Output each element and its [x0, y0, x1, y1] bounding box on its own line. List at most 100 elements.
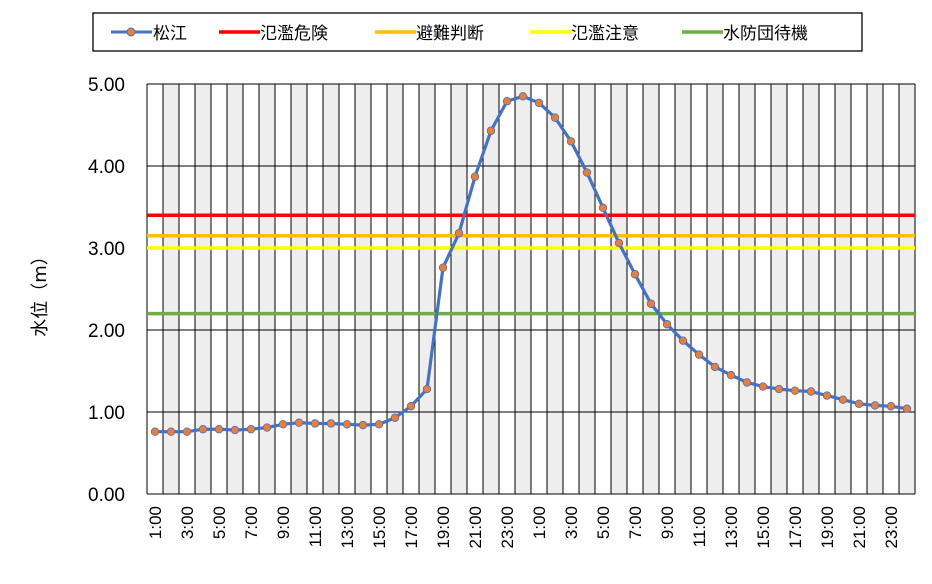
plot-band: [803, 84, 819, 494]
data-point: [854, 399, 864, 408]
x-tick-label: 17:00: [786, 506, 805, 549]
data-point: [790, 386, 800, 395]
x-tick-label: 3:00: [562, 506, 581, 539]
data-point: [342, 420, 352, 429]
x-tick-label: 19:00: [434, 506, 453, 549]
data-point: [678, 336, 688, 345]
y-tick-label: 0.00: [88, 485, 125, 506]
x-tick-label: 23:00: [498, 506, 517, 549]
x-tick-label: 9:00: [658, 506, 677, 539]
y-axis-label: 水位（m）: [30, 247, 51, 337]
legend-series-label: 松江: [153, 24, 187, 44]
legend-item-evacuation: 避難判断: [375, 24, 484, 44]
y-tick-label: 5.00: [88, 75, 125, 96]
data-point: [582, 168, 592, 177]
x-tick-label: 21:00: [466, 506, 485, 549]
data-point: [470, 172, 480, 181]
data-point: [182, 427, 192, 436]
data-point: [358, 420, 368, 430]
x-tick-label: 5:00: [210, 506, 229, 539]
data-point: [566, 137, 576, 146]
plot-band: [259, 84, 275, 494]
y-tick-label: 1.00: [88, 403, 125, 424]
data-point: [438, 263, 448, 272]
x-tick-label: 23:00: [882, 506, 901, 549]
plot-area: 0.00 1.00 2.00 3.00 4.00 5.00 1:00 3:00 5:00 7:00…: [88, 75, 916, 549]
y-tick-label: 3.00: [88, 239, 125, 260]
data-point: [326, 419, 336, 428]
data-point: [262, 423, 272, 432]
data-point: [630, 270, 640, 279]
data-point: [406, 402, 416, 411]
data-point: [550, 113, 560, 122]
data-point: [166, 427, 176, 436]
plot-band: [611, 84, 627, 494]
plot-band: [899, 84, 915, 494]
plot-band: [195, 84, 211, 494]
x-tick-label: 13:00: [722, 506, 741, 549]
y-tick-label: 4.00: [88, 157, 125, 178]
data-point: [646, 299, 656, 308]
data-point: [806, 387, 816, 396]
data-point: [246, 425, 256, 434]
plot-band: [227, 84, 243, 494]
plot-band: [515, 84, 531, 494]
legend-item-danger: 氾濫危険: [219, 24, 328, 44]
x-tick-label: 11:00: [306, 506, 325, 547]
x-tick-label: 21:00: [850, 506, 869, 549]
plot-band: [355, 84, 371, 494]
plot-band: [643, 84, 659, 494]
x-tick-label: 19:00: [818, 506, 837, 549]
data-point: [486, 126, 496, 135]
x-tick-label: 7:00: [626, 506, 645, 539]
x-tick-label: 3:00: [178, 506, 197, 539]
plot-band: [739, 84, 755, 494]
x-tick-label: 15:00: [754, 506, 773, 549]
legend-standby-label: 水防団待機: [723, 24, 808, 44]
plot-band: [387, 84, 403, 494]
data-point: [726, 370, 736, 380]
data-point: [742, 378, 752, 387]
x-tick-label: 1:00: [530, 506, 549, 539]
plot-band: [483, 84, 499, 494]
data-point: [214, 425, 224, 434]
plot-band: [867, 84, 883, 494]
data-point: [278, 420, 288, 429]
plot-band: [771, 84, 787, 494]
data-point: [454, 229, 464, 238]
x-tick-label: 17:00: [402, 506, 421, 549]
legend: 松江 氾濫危険 避難判断 氾濫注意 水防団待機: [92, 12, 863, 52]
x-tick-label: 5:00: [594, 506, 613, 539]
plot-band: [707, 84, 723, 494]
data-point: [774, 384, 784, 394]
data-point: [390, 413, 400, 422]
plot-band: [163, 84, 179, 494]
data-point: [710, 362, 720, 372]
plot-band: [835, 84, 851, 494]
legend-series-marker: [126, 27, 136, 37]
x-tick-label: 13:00: [338, 506, 357, 549]
legend-evacuation-label: 避難判断: [416, 24, 484, 44]
plot-band: [323, 84, 339, 494]
data-point: [758, 382, 768, 391]
data-point: [150, 427, 160, 436]
legend-item-series: 松江: [111, 24, 187, 44]
x-tick-label: 7:00: [242, 506, 261, 539]
data-point: [662, 320, 672, 329]
data-point: [198, 425, 208, 434]
plot-band: [419, 84, 435, 494]
x-tick-label: 11:00: [690, 506, 709, 547]
legend-item-standby: 水防団待機: [682, 24, 808, 44]
data-point: [694, 350, 704, 359]
data-point: [294, 418, 304, 427]
x-tick-label: 9:00: [274, 506, 293, 539]
legend-danger-label: 氾濫危険: [260, 24, 328, 44]
legend-caution-label: 氾濫注意: [571, 24, 639, 44]
data-point: [230, 425, 240, 435]
data-point: [422, 384, 432, 394]
data-point: [374, 420, 384, 429]
data-point: [534, 98, 544, 108]
data-point: [502, 97, 512, 106]
